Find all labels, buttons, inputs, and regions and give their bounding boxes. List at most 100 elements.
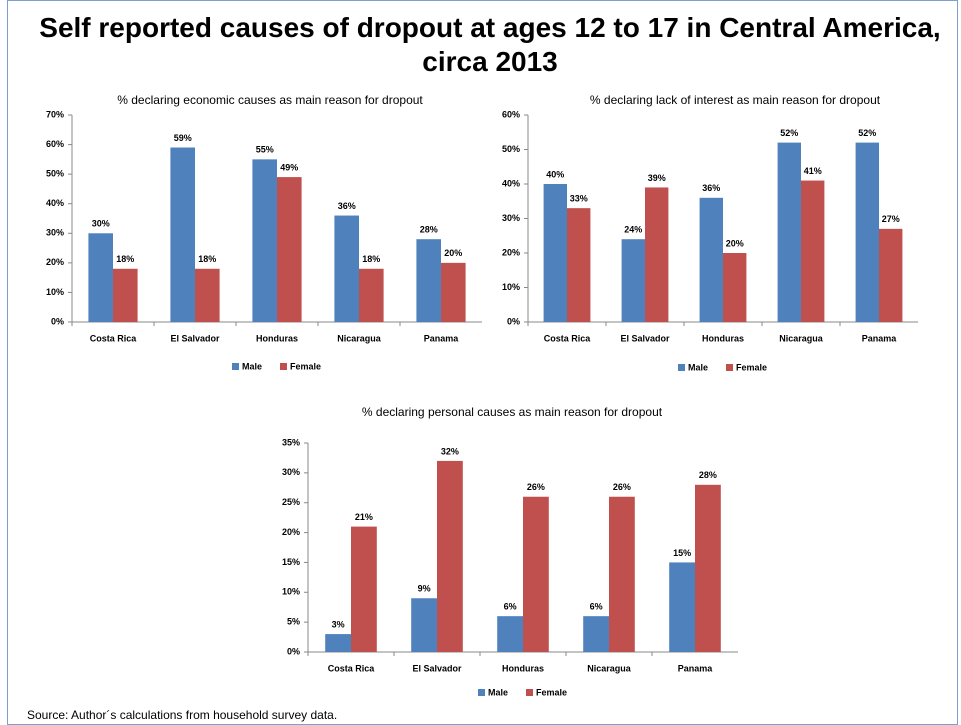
legend-label: Male [242, 361, 262, 371]
bar [113, 268, 138, 322]
x-tick-label: Panama [862, 333, 898, 343]
legend-swatch [232, 363, 239, 370]
chart-title: % declaring lack of interest as main rea… [590, 93, 881, 107]
bar [777, 142, 801, 322]
data-label: 49% [280, 162, 298, 172]
frame [7, 0, 958, 725]
legend-swatch [678, 364, 685, 371]
legend-swatch [526, 689, 533, 696]
bar [334, 215, 359, 322]
bar [170, 147, 195, 322]
data-label: 40% [546, 169, 564, 179]
y-tick-label: 10% [502, 282, 520, 292]
data-label: 52% [780, 128, 798, 138]
bar [695, 484, 721, 652]
legend-label: Female [290, 361, 321, 371]
y-tick-label: 35% [282, 437, 300, 447]
bar [621, 239, 645, 322]
data-label: 18% [362, 254, 380, 264]
data-label: 18% [116, 254, 134, 264]
bar [543, 184, 567, 322]
x-tick-label: Nicaragua [779, 333, 824, 343]
data-label: 32% [441, 446, 459, 456]
x-tick-label: Nicaragua [337, 333, 382, 343]
data-label: 30% [92, 219, 110, 229]
legend-swatch [726, 364, 733, 371]
bar [723, 253, 747, 322]
legend-label: Female [736, 362, 767, 372]
y-tick-label: 70% [46, 109, 64, 119]
data-label: 41% [804, 166, 822, 176]
y-tick-label: 0% [287, 646, 300, 656]
bar [567, 208, 591, 322]
data-label: 6% [590, 602, 603, 612]
data-label: 20% [726, 238, 744, 248]
y-tick-label: 0% [507, 316, 520, 326]
y-tick-label: 50% [502, 144, 520, 154]
bar [879, 228, 903, 322]
y-tick-label: 5% [287, 617, 300, 627]
y-tick-label: 60% [46, 139, 64, 149]
data-label: 52% [858, 128, 876, 138]
legend-swatch [280, 363, 287, 370]
x-tick-label: Panama [678, 663, 714, 673]
bar [437, 460, 463, 652]
x-tick-label: Costa Rica [90, 333, 138, 343]
legend-swatch [478, 689, 485, 696]
x-tick-label: Costa Rica [544, 333, 592, 343]
legend-label: Male [688, 362, 708, 372]
bar [441, 262, 466, 322]
x-tick-label: El Salvador [412, 663, 462, 673]
data-label: 20% [444, 248, 462, 258]
data-label: 27% [882, 214, 900, 224]
data-label: 15% [673, 548, 691, 558]
y-tick-label: 50% [46, 169, 64, 179]
x-tick-label: El Salvador [620, 333, 670, 343]
y-tick-label: 30% [46, 228, 64, 238]
chart-title: % declaring economic causes as main reas… [117, 93, 423, 107]
bar [88, 233, 113, 322]
page-title: Self reported causes of dropout at ages … [39, 12, 940, 77]
bar [411, 598, 437, 652]
y-tick-label: 60% [502, 109, 520, 119]
data-label: 36% [702, 183, 720, 193]
data-label: 21% [355, 512, 373, 522]
data-label: 55% [256, 145, 274, 155]
data-label: 24% [624, 225, 642, 235]
bar [497, 616, 523, 652]
data-label: 28% [699, 470, 717, 480]
y-tick-label: 20% [282, 527, 300, 537]
data-label: 26% [613, 482, 631, 492]
source-note: Source: Author´s calculations from house… [27, 708, 337, 722]
bar [699, 197, 723, 322]
x-tick-label: El Salvador [170, 333, 220, 343]
bar [195, 268, 220, 322]
data-label: 33% [570, 194, 588, 204]
bar [416, 239, 441, 322]
y-tick-label: 30% [282, 467, 300, 477]
y-tick-label: 25% [282, 497, 300, 507]
bar [277, 177, 302, 322]
data-label: 18% [198, 254, 216, 264]
x-tick-label: Panama [424, 333, 460, 343]
y-tick-label: 20% [502, 247, 520, 257]
bar [645, 187, 669, 322]
data-label: 26% [527, 482, 545, 492]
bar [801, 180, 825, 322]
data-label: 39% [648, 173, 666, 183]
x-tick-label: Nicaragua [587, 663, 632, 673]
bar [669, 562, 695, 652]
data-label: 6% [504, 602, 517, 612]
x-tick-label: Honduras [502, 663, 544, 673]
x-tick-label: Costa Rica [328, 663, 376, 673]
chart-title: % declaring personal causes as main reas… [362, 405, 663, 419]
y-tick-label: 10% [46, 287, 64, 297]
bar [359, 268, 384, 322]
data-label: 59% [174, 133, 192, 143]
data-label: 28% [420, 225, 438, 235]
y-tick-label: 40% [46, 198, 64, 208]
data-label: 36% [338, 201, 356, 211]
y-tick-label: 15% [282, 557, 300, 567]
